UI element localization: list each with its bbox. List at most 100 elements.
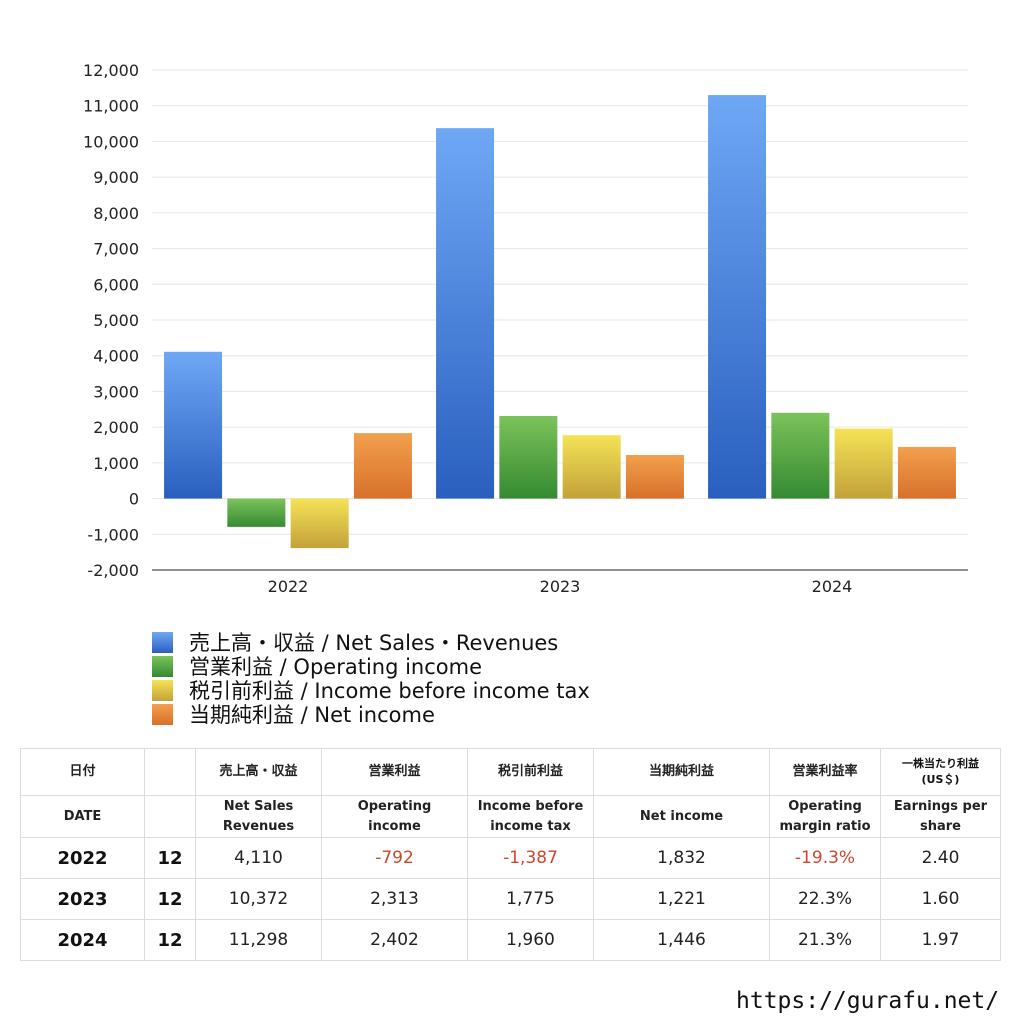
y-tick-label: 12,000 — [83, 61, 139, 80]
legend-item-pretax: 税引前利益 / Income before income tax — [152, 678, 590, 703]
row-net: 1,446 — [593, 919, 770, 961]
header-net-en: Net income — [593, 795, 770, 838]
header-op-en-1: Operating — [357, 798, 432, 814]
table-row: 2022 12 4,110 -792 -1,387 1,832 -19.3% 2… — [20, 837, 1001, 879]
row-eps: 2.40 — [880, 837, 1001, 879]
row-sales: 4,110 — [195, 837, 322, 879]
bar — [227, 498, 286, 527]
header-date-jp: 日付 — [20, 748, 145, 796]
y-tick-label: 10,000 — [83, 132, 139, 151]
bar — [834, 428, 893, 499]
header-margin-en: Operating margin ratio — [769, 795, 881, 838]
y-tick-label: -1,000 — [87, 525, 139, 544]
header-month-jp — [144, 748, 196, 796]
y-tick-label: 1,000 — [93, 454, 139, 473]
bars — [164, 95, 956, 549]
row-pretax: 1,960 — [467, 919, 594, 961]
header-sales-en-1: Net Sales — [223, 798, 294, 814]
y-tick-label: 2,000 — [93, 418, 139, 437]
x-tick-label: 2022 — [268, 577, 309, 596]
header-op-en: Operating income — [321, 795, 468, 838]
y-tick-label: 9,000 — [93, 168, 139, 187]
header-pretax-en-1: Income before — [477, 798, 584, 814]
row-month: 12 — [144, 919, 196, 961]
row-net: 1,832 — [593, 837, 770, 879]
header-eps-jp-line1: 一株当たり利益 — [902, 757, 979, 770]
y-tick-label: 5,000 — [93, 311, 139, 330]
row-month: 12 — [144, 837, 196, 879]
y-tick-label: 4,000 — [93, 347, 139, 366]
legend-label-operating: 営業利益 / Operating income — [189, 655, 483, 679]
row-margin: -19.3% — [769, 837, 881, 879]
bar-chart: 12,000 11,000 10,000 9,000 8,000 7,000 6,000 5,… — [83, 61, 968, 596]
header-sales-en: Net Sales Revenues — [195, 795, 322, 838]
row-sales: 10,372 — [195, 878, 322, 920]
gridlines — [152, 69, 968, 571]
row-op: 2,402 — [321, 919, 468, 961]
y-tick-label: 8,000 — [93, 204, 139, 223]
x-tick-label: 2023 — [540, 577, 581, 596]
row-margin: 21.3% — [769, 919, 881, 961]
financial-table: 日付 売上高・収益 営業利益 税引前利益 当期純利益 営業利益率 一株当たり利益… — [20, 748, 1001, 961]
row-year: 2024 — [20, 919, 145, 961]
y-axis-ticks: 12,000 11,000 10,000 9,000 8,000 7,000 6,000 5,… — [83, 61, 139, 580]
row-margin: 22.3% — [769, 878, 881, 920]
header-op-en-2: income — [368, 818, 421, 834]
header-date-en: DATE — [20, 795, 145, 838]
header-pretax-en-2: income tax — [490, 818, 571, 834]
legend-label-sales: 売上高・収益 / Net Sales・Revenues — [189, 631, 559, 655]
legend-swatch-sales — [152, 631, 173, 653]
bar — [353, 433, 412, 499]
bar — [562, 435, 621, 499]
header-pretax-jp: 税引前利益 — [467, 748, 594, 796]
header-eps-jp-line2: (US＄) — [921, 773, 960, 786]
row-op: 2,313 — [321, 878, 468, 920]
table-row: 2023 12 10,372 2,313 1,775 1,221 22.3% 1… — [20, 878, 1001, 920]
row-sales: 11,298 — [195, 919, 322, 961]
legend-item-sales: 売上高・収益 / Net Sales・Revenues — [152, 630, 590, 655]
legend-swatch-operating — [152, 655, 173, 677]
row-eps: 1.60 — [880, 878, 1001, 920]
y-tick-label: 0 — [129, 490, 139, 509]
header-month-en — [144, 795, 196, 838]
row-month: 12 — [144, 878, 196, 920]
bar — [499, 415, 558, 499]
bar — [436, 128, 495, 499]
bar — [771, 412, 830, 499]
row-year: 2023 — [20, 878, 145, 920]
bar — [290, 498, 349, 549]
row-pretax: -1,387 — [467, 837, 594, 879]
header-eps-en-1: Earnings per — [893, 798, 988, 814]
y-tick-label: 11,000 — [83, 97, 139, 116]
row-op: -792 — [321, 837, 468, 879]
legend-swatch-net — [152, 703, 173, 725]
bar — [897, 446, 956, 499]
legend-swatch-pretax — [152, 679, 173, 701]
header-margin-en-1: Operating — [788, 798, 862, 814]
header-margin-en-2: margin ratio — [779, 818, 871, 834]
header-sales-jp: 売上高・収益 — [195, 748, 322, 796]
legend-item-operating: 営業利益 / Operating income — [152, 654, 590, 679]
table-row: 2024 12 11,298 2,402 1,960 1,446 21.3% 1… — [20, 919, 1001, 961]
table-header-jp: 日付 売上高・収益 営業利益 税引前利益 当期純利益 営業利益率 一株当たり利益… — [20, 748, 1001, 796]
header-sales-en-2: Revenues — [222, 818, 295, 834]
row-eps: 1.97 — [880, 919, 1001, 961]
header-pretax-en: Income before income tax — [467, 795, 594, 838]
legend-label-net: 当期純利益 / Net income — [189, 703, 435, 727]
legend-item-net: 当期純利益 / Net income — [152, 702, 590, 727]
row-pretax: 1,775 — [467, 878, 594, 920]
header-margin-jp: 営業利益率 — [769, 748, 881, 796]
header-net-jp: 当期純利益 — [593, 748, 770, 796]
legend-label-pretax: 税引前利益 / Income before income tax — [189, 679, 590, 703]
bar — [164, 351, 223, 499]
bar — [625, 454, 684, 499]
header-eps-en: Earnings per share — [880, 795, 1001, 838]
x-tick-label: 2024 — [812, 577, 853, 596]
y-tick-label: 3,000 — [93, 382, 139, 401]
y-tick-label: 7,000 — [93, 240, 139, 259]
y-tick-label: 6,000 — [93, 275, 139, 294]
header-eps-en-2: share — [920, 818, 961, 834]
header-eps-jp: 一株当たり利益 (US＄) — [880, 748, 1001, 796]
bar — [708, 95, 767, 499]
header-op-jp: 営業利益 — [321, 748, 468, 796]
